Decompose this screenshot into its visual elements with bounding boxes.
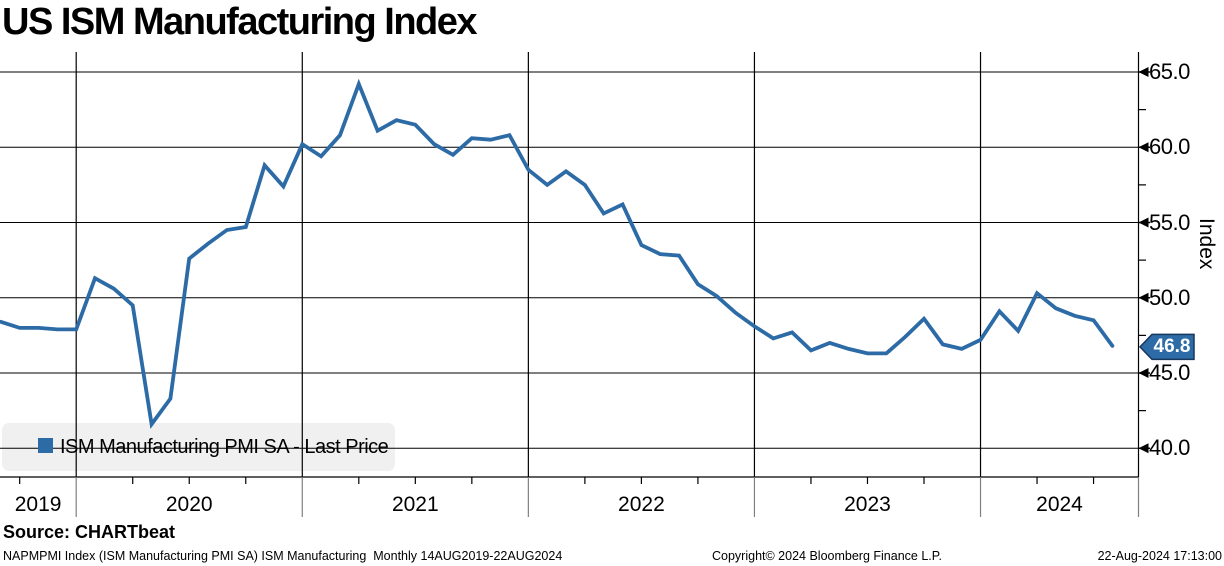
y-tick-label: 40.0: [1149, 435, 1190, 461]
legend-swatch-icon: [38, 438, 53, 453]
x-tick-label: 2022: [618, 493, 665, 516]
source-line: Source: CHARTbeat: [3, 522, 176, 542]
legend-box: [2, 423, 395, 471]
x-tick-label: 2020: [165, 493, 213, 516]
x-tick-label: 2023: [844, 493, 891, 516]
pmi-line: [0, 78, 1115, 429]
footer-security-info: NAPMPMI Index (ISM Manufacturing PMI SA)…: [3, 549, 563, 563]
x-tick-label: 2021: [391, 493, 439, 516]
y-tick-label: 45.0: [1149, 360, 1190, 385]
y-tick-label: 65.0: [1149, 59, 1190, 84]
y-tick-label: 55.0: [1149, 209, 1190, 235]
footer-copyright: Copyright© 2024 Bloomberg Finance L.P.: [712, 549, 942, 563]
y-axis-title: Index: [1195, 218, 1218, 270]
chart-title: US ISM Manufacturing Index: [2, 1, 478, 43]
y-tick-label: 50.0: [1149, 284, 1190, 310]
x-tick-label: 2019: [14, 493, 62, 516]
last-value-badge: 46.8: [1153, 335, 1191, 357]
x-tick-label: 2024: [1036, 493, 1083, 516]
legend-label: ISM Manufacturing PMI SA - Last Price: [60, 436, 389, 458]
footer-timestamp: 22-Aug-2024 17:13:00: [1097, 549, 1222, 563]
y-tick-label: 60.0: [1149, 134, 1190, 160]
